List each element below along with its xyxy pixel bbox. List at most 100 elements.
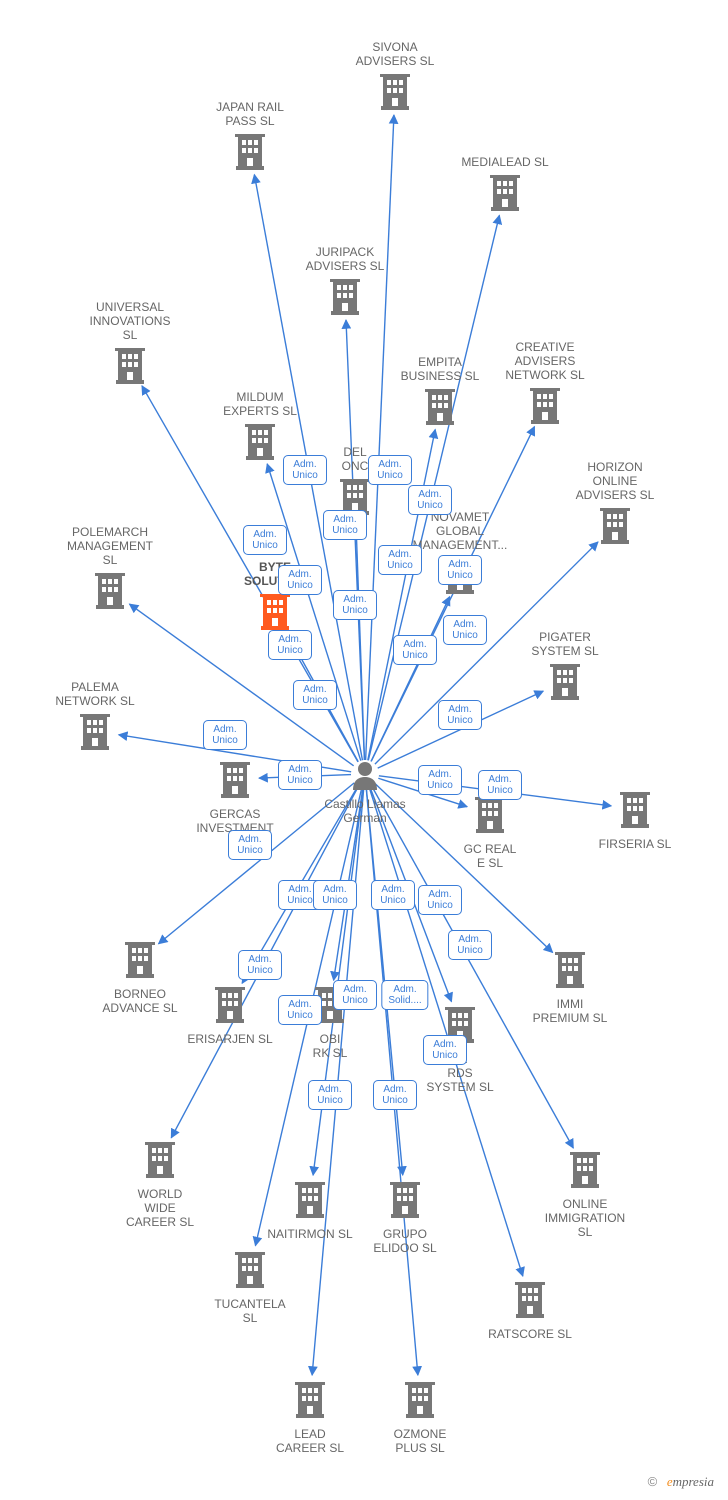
relation-label: Adm. Solid....	[381, 980, 428, 1010]
company-label: FIRSERIA SL	[565, 837, 705, 851]
building-icon	[423, 387, 457, 430]
relation-label: Adm. Unico	[283, 455, 327, 485]
building-icon	[618, 790, 652, 833]
company-node-gcreal[interactable]: GC REAL E SL	[420, 795, 560, 870]
company-label: OZMONE PLUS SL	[350, 1427, 490, 1455]
building-icon	[113, 346, 147, 389]
company-label: BYTE SOLUTION	[205, 560, 345, 588]
company-label: CREATIVE ADVISERS NETWORK SL	[475, 340, 615, 382]
relation-label: Adm. Unico	[368, 455, 412, 485]
building-icon	[378, 72, 412, 115]
relation-label: Adm. Unico	[203, 720, 247, 750]
center-person-name: Castillo Llamas German	[305, 797, 425, 825]
building-icon	[403, 1380, 437, 1423]
company-node-pigater[interactable]: PIGATER SYSTEM SL	[495, 630, 635, 705]
company-label: MILDUM EXPERTS SL	[190, 390, 330, 418]
relation-label: Adm. Unico	[408, 485, 452, 515]
relation-label: Adm. Unico	[418, 885, 462, 915]
relation-edge	[366, 115, 394, 760]
company-node-juripack[interactable]: JURIPACK ADVISERS SL	[275, 245, 415, 320]
relation-label: Adm. Unico	[373, 1080, 417, 1110]
relation-label: Adm. Unico	[478, 770, 522, 800]
company-label: GRUPO ELIDOO SL	[335, 1227, 475, 1255]
company-node-grupo[interactable]: GRUPO ELIDOO SL	[335, 1180, 475, 1255]
relation-label: Adm. Unico	[278, 995, 322, 1025]
company-node-creative[interactable]: CREATIVE ADVISERS NETWORK SL	[475, 340, 615, 429]
company-label: ONLINE IMMIGRATION SL	[515, 1197, 655, 1239]
relation-label: Adm. Unico	[323, 510, 367, 540]
relation-edge	[371, 597, 450, 762]
building-icon	[513, 1280, 547, 1323]
company-node-horizon[interactable]: HORIZON ONLINE ADVISERS SL	[545, 460, 685, 549]
building-icon	[218, 760, 252, 803]
building-icon	[568, 1150, 602, 1193]
building-icon	[473, 795, 507, 838]
relation-label: Adm. Unico	[418, 765, 462, 795]
company-node-tucantela[interactable]: TUCANTELA SL	[180, 1250, 320, 1325]
company-label: TUCANTELA SL	[180, 1297, 320, 1325]
company-node-palema[interactable]: PALEMA NETWORK SL	[25, 680, 165, 755]
relation-label: Adm. Unico	[228, 830, 272, 860]
building-icon	[93, 571, 127, 614]
building-icon	[233, 1250, 267, 1293]
company-node-worldwide[interactable]: WORLD WIDE CAREER SL	[90, 1140, 230, 1229]
building-icon	[328, 277, 362, 320]
company-node-polemarch[interactable]: POLEMARCH MANAGEMENT SL	[40, 525, 180, 614]
relation-label: Adm. Unico	[448, 930, 492, 960]
building-icon	[123, 940, 157, 983]
building-icon	[598, 506, 632, 549]
relation-label: Adm. Unico	[443, 615, 487, 645]
relation-edge	[356, 520, 365, 760]
company-label: SIVONA ADVISERS SL	[325, 40, 465, 68]
building-icon	[548, 662, 582, 705]
company-node-sivona[interactable]: SIVONA ADVISERS SL	[325, 40, 465, 115]
company-label: POLEMARCH MANAGEMENT SL	[40, 525, 180, 567]
company-label: GC REAL E SL	[420, 842, 560, 870]
relation-label: Adm. Unico	[438, 555, 482, 585]
company-node-online[interactable]: ONLINE IMMIGRATION SL	[515, 1150, 655, 1239]
footer-copyright: © empresia	[648, 1474, 714, 1490]
relation-label: Adm. Unico	[333, 590, 377, 620]
company-node-japanrail[interactable]: JAPAN RAIL PASS SL	[180, 100, 320, 175]
relation-label: Adm. Unico	[371, 880, 415, 910]
relation-label: Adm. Unico	[333, 980, 377, 1010]
relation-label: Adm. Unico	[378, 545, 422, 575]
relation-label: Adm. Unico	[313, 880, 357, 910]
relation-label: Adm. Unico	[393, 635, 437, 665]
relation-label: Adm. Unico	[423, 1035, 467, 1065]
company-node-ratscore[interactable]: RATSCORE SL	[460, 1280, 600, 1341]
building-icon	[293, 1380, 327, 1423]
person-icon	[351, 760, 379, 790]
relation-label: Adm. Unico	[278, 760, 322, 790]
relation-label: Adm. Unico	[238, 950, 282, 980]
building-icon	[293, 1180, 327, 1223]
company-label: PALEMA NETWORK SL	[25, 680, 165, 708]
company-node-ozmone[interactable]: OZMONE PLUS SL	[350, 1380, 490, 1455]
company-label: JURIPACK ADVISERS SL	[275, 245, 415, 273]
company-node-byte[interactable]: BYTE SOLUTION	[205, 560, 345, 635]
company-node-universal[interactable]: UNIVERSAL INNOVATIONS SL	[60, 300, 200, 389]
building-icon	[213, 985, 247, 1028]
company-label: UNIVERSAL INNOVATIONS SL	[60, 300, 200, 342]
company-label: OBI RK SL	[260, 1032, 400, 1060]
company-node-firseria[interactable]: FIRSERIA SL	[565, 790, 705, 851]
company-label: PIGATER SYSTEM SL	[495, 630, 635, 658]
building-icon	[243, 422, 277, 465]
company-node-medialead[interactable]: MEDIALEAD SL	[435, 155, 575, 216]
relation-label: Adm. Unico	[308, 1080, 352, 1110]
building-icon	[488, 173, 522, 216]
company-label: RATSCORE SL	[460, 1327, 600, 1341]
company-label: MEDIALEAD SL	[435, 155, 575, 169]
relation-label: Adm. Unico	[268, 630, 312, 660]
building-icon	[143, 1140, 177, 1183]
relation-label: Adm. Unico	[438, 700, 482, 730]
company-label: HORIZON ONLINE ADVISERS SL	[545, 460, 685, 502]
relation-label: Adm. Unico	[278, 565, 322, 595]
building-icon	[233, 132, 267, 175]
company-label: WORLD WIDE CAREER SL	[90, 1187, 230, 1229]
building-icon	[553, 950, 587, 993]
building-icon	[388, 1180, 422, 1223]
center-person-node[interactable]: Castillo Llamas German	[305, 760, 425, 825]
building-icon	[528, 386, 562, 429]
building-icon	[258, 592, 292, 635]
